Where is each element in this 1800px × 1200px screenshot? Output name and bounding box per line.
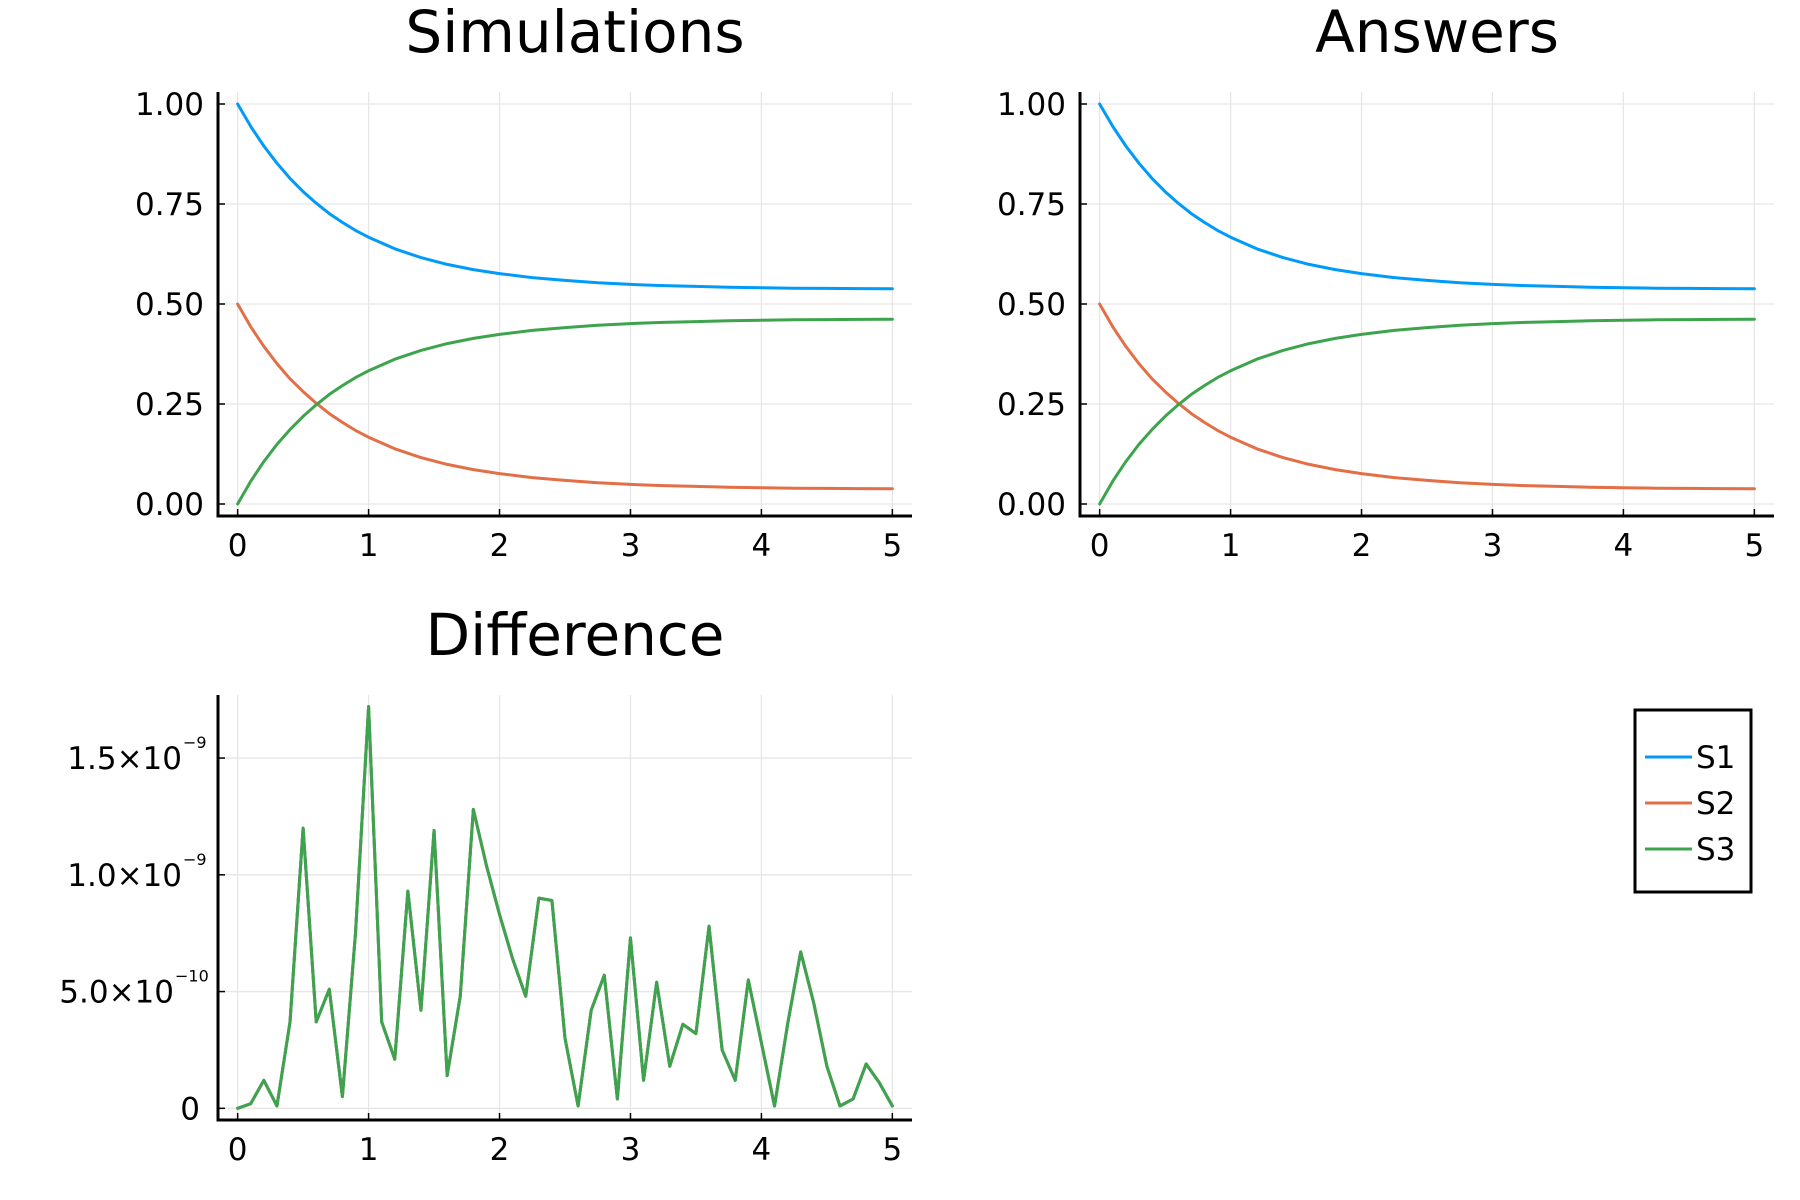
x-tick-label: 3 [621, 528, 641, 564]
x-tick-label: 0 [1090, 528, 1110, 564]
legend-label-s1: S1 [1696, 740, 1735, 776]
y-tick-label: 0.25 [997, 387, 1066, 423]
y-tick-label: 1.5×10 [67, 741, 182, 777]
panel-answers: Answers 0 1 2 3 4 5 0.00 0.25 0.50 0.75 1.00 [997, 0, 1774, 564]
x-tick-label: 5 [882, 528, 902, 564]
x-tick-label: 1 [1221, 528, 1241, 564]
panel-simulations: Simulations 0 1 2 3 4 5 0.00 0.25 0.50 0.75 1.00 [135, 0, 912, 564]
y-tick-label: 0.50 [997, 287, 1066, 323]
chart-title: Simulations [405, 0, 744, 66]
series-line-s3 [236, 317, 894, 506]
x-tick-label: 0 [228, 528, 248, 564]
x-tick-label: 5 [1744, 528, 1764, 564]
legend-label-s2: S2 [1696, 786, 1735, 822]
x-tick-label: 0 [228, 1132, 248, 1168]
y-tick-label: 0.75 [997, 187, 1066, 223]
x-tick-label: 5 [882, 1132, 902, 1168]
chart-title: Difference [425, 601, 724, 669]
y-tick-label: 0.00 [997, 487, 1066, 523]
x-tick-label: 4 [752, 528, 772, 564]
series-line-s2 [1098, 302, 1756, 491]
legend-box [1633, 708, 1753, 894]
series-line-s1 [1098, 102, 1756, 291]
y-tick-label: 0.25 [135, 387, 204, 423]
series-line-s2 [236, 302, 894, 491]
x-tick-label: 2 [490, 1132, 510, 1168]
y-tick-exponent: −9 [183, 850, 207, 869]
y-tick-label: 0 [180, 1091, 200, 1127]
y-tick-label: 0.00 [135, 487, 204, 523]
legend: S1 S2 S3 [1633, 708, 1753, 894]
x-tick-label: 4 [752, 1132, 772, 1168]
x-tick-label: 1 [359, 1132, 379, 1168]
x-tick-label: 2 [1352, 528, 1372, 564]
series-line-s1 [236, 102, 894, 291]
legend-label-s3: S3 [1696, 832, 1735, 868]
y-tick-exponent: −10 [175, 967, 209, 986]
x-tick-label: 3 [621, 1132, 641, 1168]
y-tick-label: 1.0×10 [67, 858, 182, 894]
y-tick-label: 1.00 [135, 87, 204, 123]
series-line-s3 [236, 705, 894, 1110]
y-tick-label: 5.0×10 [59, 975, 174, 1011]
y-tick-label: 0.75 [135, 187, 204, 223]
x-tick-label: 2 [490, 528, 510, 564]
chart-title: Answers [1315, 0, 1559, 66]
x-tick-label: 4 [1614, 528, 1634, 564]
x-tick-label: 3 [1483, 528, 1503, 564]
y-tick-label: 0.50 [135, 287, 204, 323]
y-tick-exponent: −9 [183, 733, 207, 752]
x-tick-label: 1 [359, 528, 379, 564]
y-tick-label: 1.00 [997, 87, 1066, 123]
series-line-s3 [1098, 317, 1756, 506]
